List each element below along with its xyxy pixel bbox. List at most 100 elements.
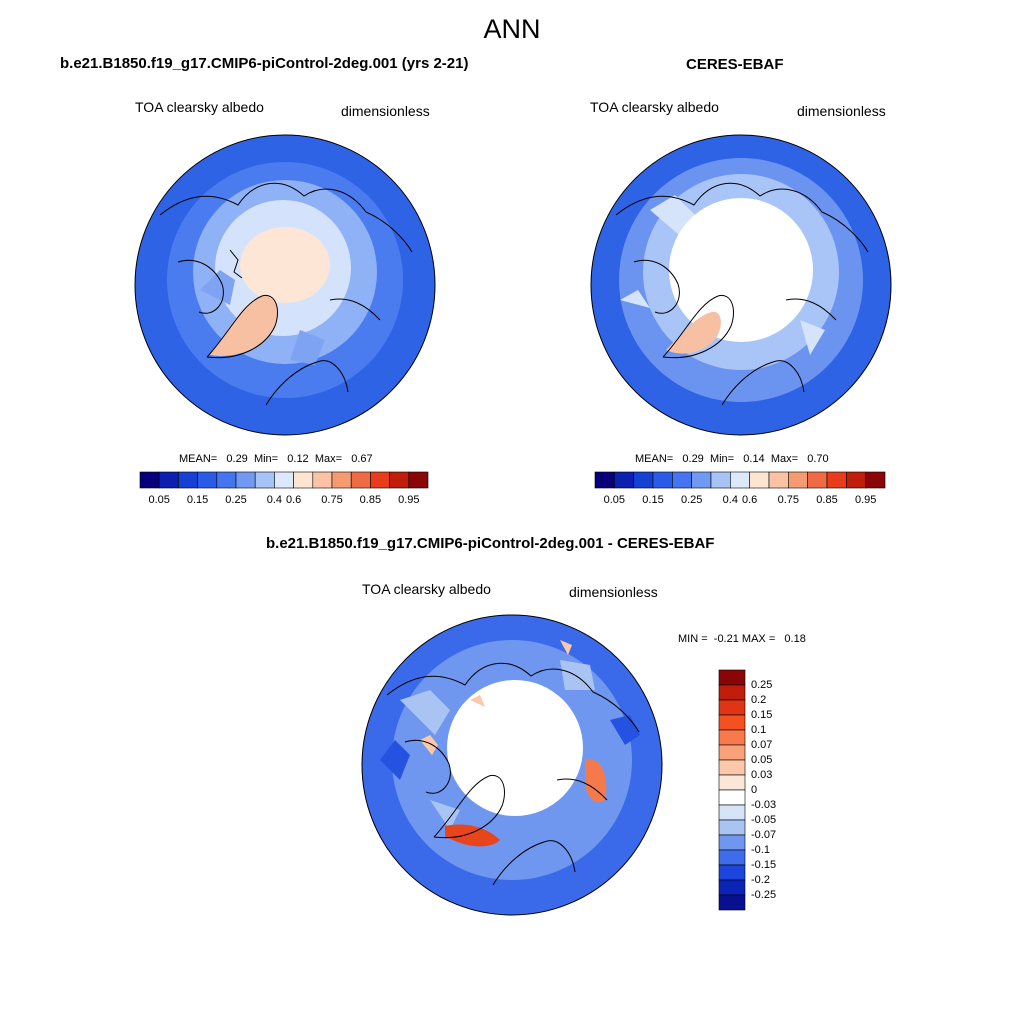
- obs-colorbar-swatch: [710, 471, 731, 489]
- obs-map-border: [590, 134, 892, 436]
- diff-colorbar-swatch: [718, 699, 746, 716]
- diff-colorbar-swatch: [718, 864, 746, 881]
- model-colorbar-swatch: [293, 471, 314, 489]
- model-colorbar-swatch: [350, 471, 371, 489]
- obs-colorbar-swatch: [768, 471, 789, 489]
- model-colorbar-swatch: [408, 471, 429, 489]
- obs-colorbar-swatch: [633, 471, 654, 489]
- model-colorbar-swatch: [139, 471, 160, 489]
- diff-polar-map: [362, 615, 662, 915]
- obs-colorbar-tick-label: 0.25: [680, 494, 703, 506]
- diff-colorbar-swatch: [718, 879, 746, 896]
- diff-colorbar-tick-label: -0.07: [751, 829, 777, 841]
- model-colorbar-swatch: [178, 471, 198, 489]
- diff-colorbar-tick-label: 0.25: [751, 679, 773, 691]
- season-title: ANN: [483, 14, 541, 44]
- model-colorbar-tick-label: 0.25: [225, 494, 247, 506]
- diff-colorbar: [718, 669, 746, 911]
- diff-variable-label: TOA clearsky albedo: [362, 581, 491, 597]
- obs-variable-label: TOA clearsky albedo: [590, 99, 719, 115]
- diff-colorbar-swatch: [718, 744, 746, 761]
- obs-colorbar-swatch: [807, 471, 828, 489]
- obs-colorbar-swatch: [826, 471, 847, 489]
- model-colorbar-swatch: [312, 471, 333, 489]
- model-colorbar-tick-label: 0.4: [266, 494, 283, 506]
- diff-colorbar-tick-label: 0.15: [751, 709, 773, 721]
- model-colorbar-swatch: [254, 471, 275, 489]
- diff-case-title: b.e21.B1850.f19_g17.CMIP6-piControl-2deg…: [266, 535, 715, 552]
- diff-colorbar-swatch: [718, 894, 746, 911]
- obs-colorbar-swatch: [614, 471, 634, 489]
- model-case-title: b.e21.B1850.f19_g17.CMIP6-piControl-2deg…: [60, 55, 469, 72]
- diff-colorbar-swatch: [718, 849, 746, 866]
- diff-colorbar-tick-label: 0.1: [751, 724, 767, 736]
- model-variable-label: TOA clearsky albedo: [135, 99, 264, 115]
- diff-colorbar-swatch: [718, 804, 746, 821]
- diff-colorbar-tick-label: 0.03: [751, 769, 773, 781]
- diff-colorbar-swatch: [718, 759, 746, 776]
- obs-colorbar-tick-label: 0.4: [722, 494, 738, 506]
- obs-colorbar-swatch: [652, 471, 673, 489]
- diff-map-border: [361, 614, 663, 916]
- model-colorbar-tick-label: 0.95: [398, 494, 420, 506]
- obs-units-label: dimensionless: [797, 103, 886, 119]
- obs-colorbar: [594, 471, 886, 489]
- diff-colorbar-tick-label: 0.05: [751, 754, 773, 766]
- diff-colorbar-tick-label: 0.07: [751, 739, 773, 751]
- model-colorbar-swatch: [370, 471, 390, 489]
- model-colorbar: [139, 471, 429, 489]
- model-colorbar-swatch: [274, 471, 294, 489]
- obs-colorbar-swatch: [672, 471, 692, 489]
- model-colorbar-swatch: [216, 471, 237, 489]
- diff-colorbar-swatch: [718, 789, 746, 806]
- obs-colorbar-swatch: [730, 471, 750, 489]
- obs-colorbar-swatch: [691, 471, 712, 489]
- diff-colorbar-swatch: [718, 819, 746, 836]
- diff-colorbar-tick-label: -0.2: [751, 874, 770, 886]
- model-polar-map: [135, 135, 435, 435]
- obs-colorbar-swatch: [749, 471, 770, 489]
- model-mean-stat: MEAN= 0.29 Min= 0.12 Max= 0.67: [179, 453, 373, 465]
- obs-colorbar-tick-label: 0.85: [816, 494, 838, 506]
- obs-colorbar-tick-label: 0.15: [642, 494, 664, 506]
- diff-colorbar-swatch: [718, 774, 746, 791]
- model-colorbar-swatch: [197, 471, 218, 489]
- model-map-border: [134, 134, 436, 436]
- diff-colorbar-swatch: [718, 834, 746, 851]
- diff-colorbar-swatch: [718, 729, 746, 746]
- obs-colorbar-tick-label: 0.6: [742, 494, 758, 506]
- diff-colorbar-swatch: [718, 669, 746, 686]
- obs-colorbar-tick-label: 0.95: [854, 494, 877, 506]
- obs-mean-stat: MEAN= 0.29 Min= 0.14 Max= 0.70: [635, 453, 829, 465]
- diff-colorbar-tick-label: -0.1: [751, 844, 770, 856]
- diff-colorbar-swatch: [718, 714, 746, 731]
- diff-colorbar-tick-label: -0.03: [751, 799, 777, 811]
- obs-colorbar-swatch: [788, 471, 808, 489]
- diff-units-label: dimensionless: [569, 584, 658, 600]
- obs-colorbar-tick-label: 0.75: [777, 494, 800, 506]
- diff-colorbar-tick-label: 0.2: [751, 694, 767, 706]
- model-colorbar-swatch: [389, 471, 410, 489]
- model-colorbar-tick-label: 0.85: [359, 494, 382, 506]
- model-colorbar-tick-label: 0.6: [285, 494, 302, 506]
- model-colorbar-tick-label: 0.75: [321, 494, 343, 506]
- obs-colorbar-swatch: [846, 471, 866, 489]
- diff-colorbar-tick-label: 0: [751, 784, 758, 796]
- diff-colorbar-swatch: [718, 684, 746, 701]
- obs-polar-map: [591, 135, 891, 435]
- model-colorbar-swatch: [331, 471, 352, 489]
- diff-colorbar-tick-label: -0.15: [751, 859, 777, 871]
- diff-colorbar-tick-label: -0.05: [751, 814, 777, 826]
- diff-colorbar-tick-label: -0.25: [751, 889, 777, 901]
- obs-colorbar-tick-label: 0.05: [603, 494, 626, 506]
- model-colorbar-tick-label: 0.05: [148, 494, 170, 506]
- model-colorbar-swatch: [158, 471, 179, 489]
- model-colorbar-tick-label: 0.15: [186, 494, 209, 506]
- obs-colorbar-swatch: [594, 471, 615, 489]
- obs-colorbar-swatch: [865, 471, 886, 489]
- model-colorbar-swatch: [235, 471, 256, 489]
- diff-minmax-stat: MIN = -0.21 MAX = 0.18: [678, 633, 806, 645]
- model-units-label: dimensionless: [341, 103, 430, 119]
- obs-case-title: CERES-EBAF: [686, 56, 784, 73]
